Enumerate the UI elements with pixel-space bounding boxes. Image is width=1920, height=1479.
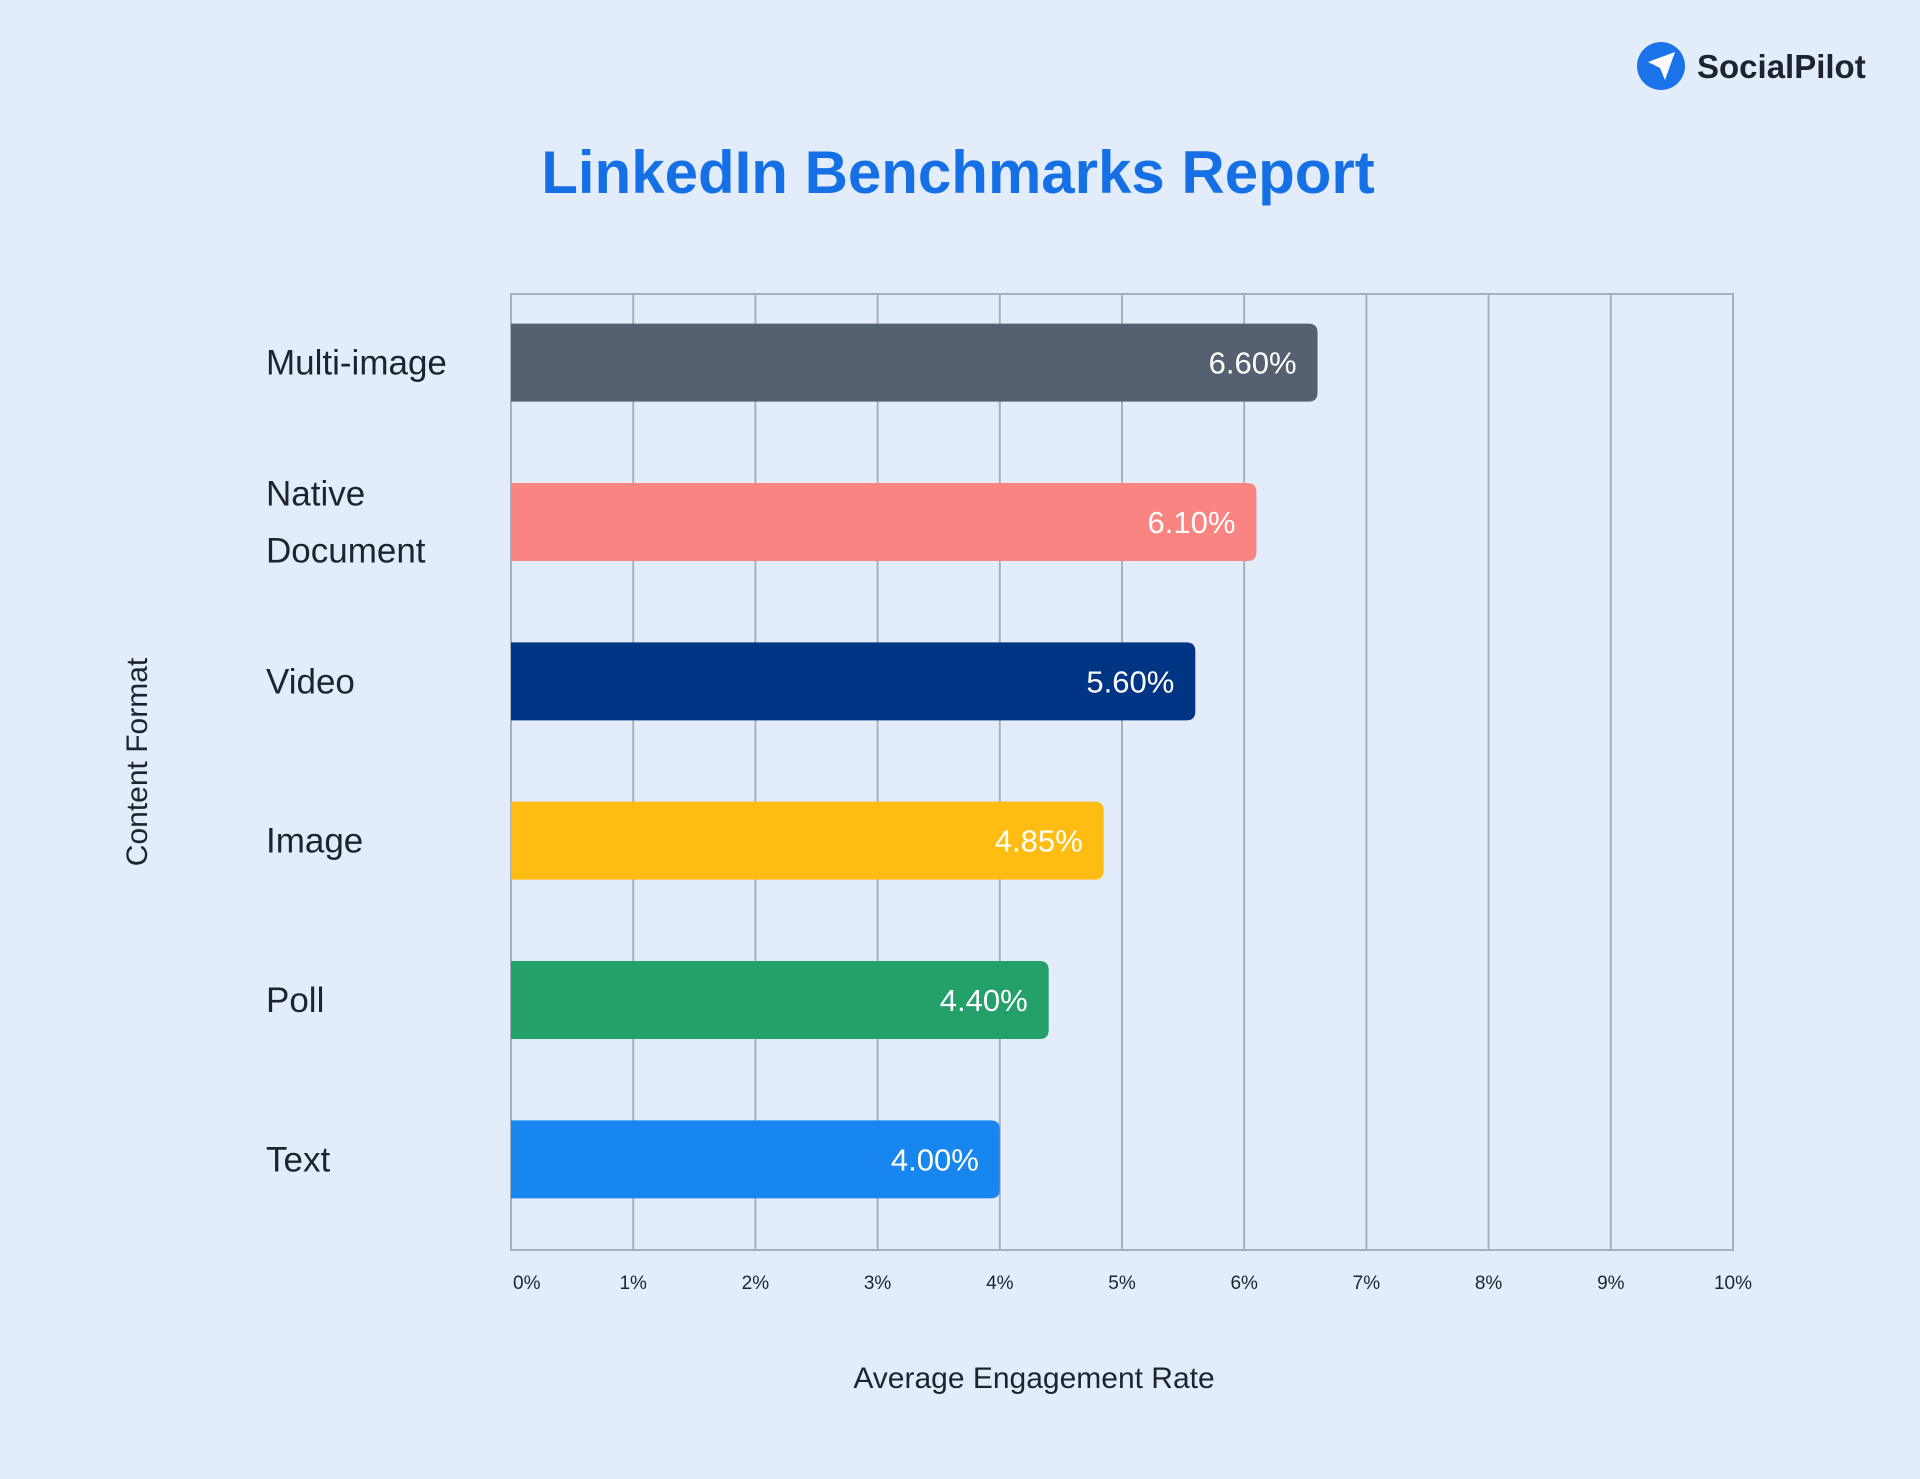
bar bbox=[511, 323, 1318, 402]
bars: 6.60% 6.10% 5.60% 4.85% 4.40% 4.00% bbox=[511, 323, 1318, 1199]
x-tick-label: 2% bbox=[742, 1273, 770, 1294]
bar-value-label: 5.60% bbox=[1086, 664, 1174, 699]
y-category-label: Video bbox=[266, 662, 355, 701]
x-axis-label: Average Engagement Rate bbox=[853, 1362, 1214, 1395]
bar bbox=[511, 801, 1104, 880]
y-category-label: Image bbox=[266, 822, 363, 861]
y-category-labels: Multi-image Native Document Video Image Poll T… bbox=[266, 344, 447, 1180]
x-tick-label: 7% bbox=[1353, 1273, 1381, 1294]
y-category-label: Native Document bbox=[266, 475, 426, 571]
x-tick-label: 8% bbox=[1475, 1273, 1503, 1294]
gridlines bbox=[632, 294, 1612, 1250]
paper-plane-icon bbox=[1648, 52, 1675, 80]
bar bbox=[511, 483, 1257, 561]
bar-value-label: 4.00% bbox=[891, 1142, 979, 1177]
x-tick-label: 6% bbox=[1230, 1273, 1258, 1294]
bar-value-label: 6.10% bbox=[1148, 505, 1236, 540]
y-category-label: Multi-image bbox=[266, 344, 447, 383]
x-tick-labels: 0% 1% 2% 3% 4% 5% 6% 7% 8% 9% 10% bbox=[513, 1273, 1752, 1294]
chart-title: LinkedIn Benchmarks Report bbox=[541, 139, 1375, 206]
x-tick-label: 0% bbox=[513, 1273, 541, 1294]
x-tick-label: 10% bbox=[1714, 1273, 1752, 1294]
x-tick-label: 3% bbox=[864, 1273, 892, 1294]
bar-value-label: 4.40% bbox=[940, 983, 1028, 1018]
bar-value-label: 4.85% bbox=[995, 824, 1083, 859]
bar bbox=[511, 1120, 1000, 1199]
y-category-label: Poll bbox=[266, 981, 324, 1020]
y-axis-label: Content Format bbox=[121, 657, 154, 866]
bar bbox=[511, 961, 1049, 1039]
x-tick-label: 9% bbox=[1597, 1273, 1625, 1294]
x-tick-label: 4% bbox=[986, 1273, 1014, 1294]
bar-value-label: 6.60% bbox=[1209, 346, 1297, 381]
x-tick-label: 1% bbox=[619, 1273, 647, 1294]
bar bbox=[511, 642, 1196, 721]
y-category-label: Text bbox=[266, 1140, 330, 1179]
brand-logo: SocialPilot bbox=[1637, 42, 1866, 90]
brand-name: SocialPilot bbox=[1697, 48, 1866, 85]
x-tick-label: 5% bbox=[1108, 1273, 1136, 1294]
